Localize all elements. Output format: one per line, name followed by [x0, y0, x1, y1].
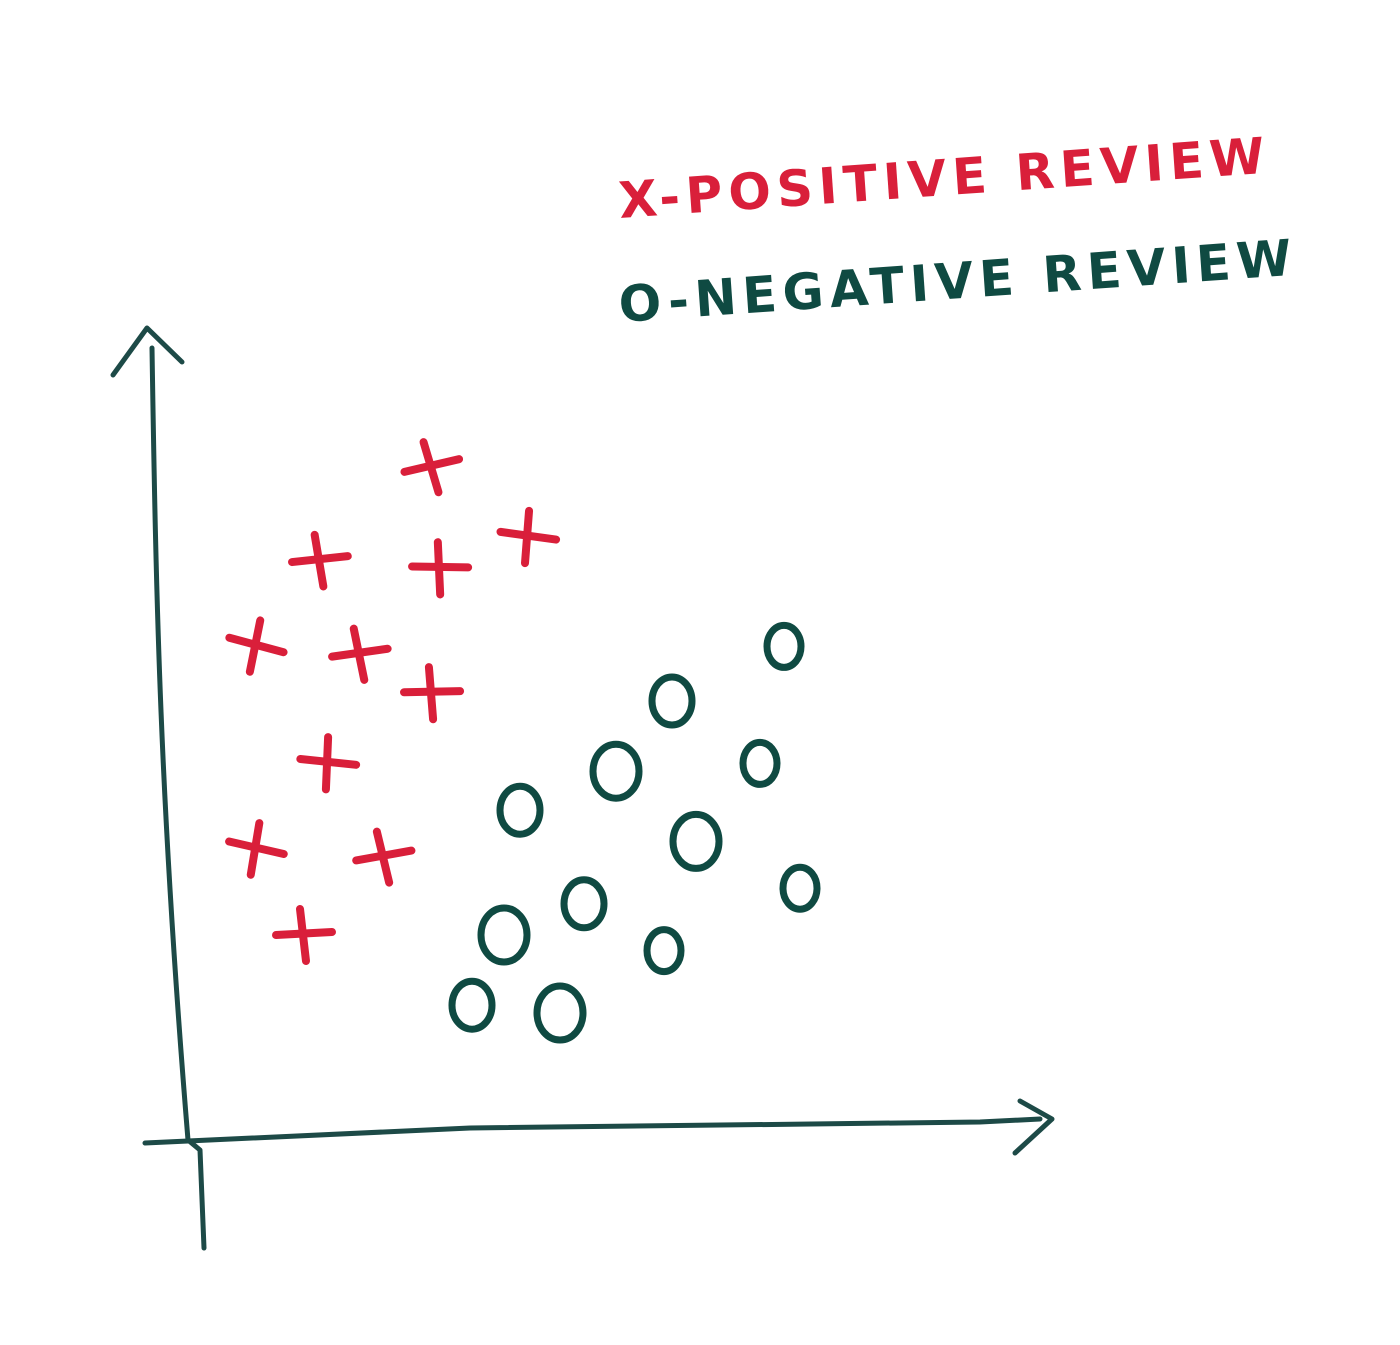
positive-review-point: [328, 624, 392, 684]
positive-review-point: [225, 819, 288, 879]
negative-review-point: [589, 740, 643, 802]
positive-review-point: [400, 663, 465, 724]
negative-review-point: [763, 621, 805, 671]
positive-review-point: [296, 733, 361, 794]
negative-review-point: [448, 977, 496, 1033]
negative-review-point: [477, 904, 531, 966]
legend-positive-label: X-POSITIVE REVIEW: [617, 127, 1273, 230]
positive-review-point: [352, 827, 416, 887]
negative-review-point: [779, 863, 821, 913]
x-axis-arrowhead: [1012, 1098, 1055, 1156]
legend: X-POSITIVE REVIEW O-NEGATIVE REVIEW: [617, 127, 1300, 334]
positive-review-point: [496, 506, 561, 568]
positive-review-point: [288, 530, 352, 591]
positive-review-point: [408, 538, 473, 599]
legend-negative-label: O-NEGATIVE REVIEW: [617, 229, 1300, 334]
data-marks: [225, 438, 821, 1044]
y-axis-arrowhead: [110, 325, 185, 378]
positive-review-point: [400, 438, 464, 497]
negative-review-point: [643, 926, 685, 976]
axes: [110, 325, 1055, 1251]
negative-review-point: [560, 876, 608, 932]
positive-review-point: [225, 616, 288, 676]
negative-review-point: [648, 673, 696, 729]
negative-review-point: [533, 982, 587, 1044]
negative-review-point: [669, 810, 723, 872]
negative-review-point: [496, 782, 544, 838]
y-axis-line: [149, 345, 207, 1251]
positive-review-point: [272, 905, 336, 965]
negative-review-point: [739, 738, 781, 788]
x-axis-line: [142, 1116, 1043, 1146]
